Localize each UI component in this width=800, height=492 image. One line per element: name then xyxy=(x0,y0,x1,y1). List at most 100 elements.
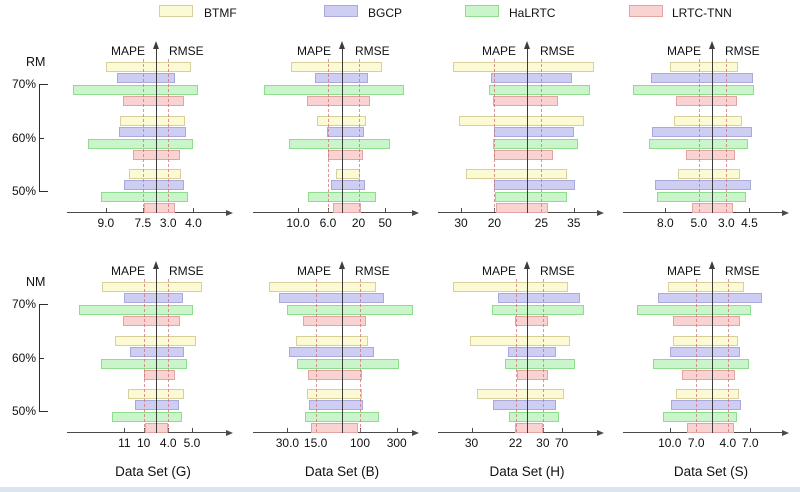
tick-mark xyxy=(665,208,667,212)
tick-label: 11 xyxy=(118,436,131,450)
tick-label: 9.0 xyxy=(97,216,115,230)
rmse-label: RMSE xyxy=(540,264,575,278)
bracket-arm xyxy=(39,84,48,85)
bar-halrtc xyxy=(657,191,746,202)
tick-mark xyxy=(385,208,387,212)
bar-bgcp xyxy=(658,293,763,304)
bracket-arm xyxy=(39,138,44,139)
subplot-nm-h: MAPE RMSE 30 22 30 70 xyxy=(433,261,605,462)
bar-group-70 xyxy=(618,62,790,106)
bar-group-70 xyxy=(248,62,420,106)
tick-label: 20 xyxy=(487,216,502,230)
bar-halrtc xyxy=(263,84,404,95)
bar-group-50 xyxy=(618,389,790,433)
tick-label: 100 xyxy=(349,436,371,450)
dashed-gridline-rmse xyxy=(542,279,544,432)
bar-bgcp xyxy=(117,73,176,84)
bar-btmf xyxy=(119,116,185,126)
tick-label: 5.0 xyxy=(183,436,201,450)
bar-bgcp xyxy=(119,127,187,138)
bar-bgcp xyxy=(309,400,363,411)
bracket-arm xyxy=(39,191,48,192)
center-axis-arrow xyxy=(153,41,159,49)
dashed-gridline-mape xyxy=(494,59,496,212)
tick-label: 30 xyxy=(464,436,479,450)
mape-label: MAPE xyxy=(666,264,701,278)
tick-label: 4.5 xyxy=(741,216,758,230)
subplot-nm-g: MAPE RMSE 11 10 4.0 5.0 xyxy=(62,261,234,462)
legend-label-bgcp: BGCP xyxy=(368,6,403,20)
mape-label: MAPE xyxy=(296,264,331,278)
center-axis-arrow xyxy=(709,261,715,269)
dashed-gridline-rmse xyxy=(541,59,543,212)
bracket-arm xyxy=(39,411,48,412)
bar-btmf xyxy=(669,62,738,72)
bar-btmf xyxy=(317,116,366,126)
dashed-gridline-rmse xyxy=(358,59,360,212)
bar-lrtc-tnn xyxy=(307,369,363,380)
bar-halrtc xyxy=(101,191,188,202)
bar-btmf xyxy=(466,169,567,179)
bar-lrtc-tnn xyxy=(123,95,185,106)
bracket xyxy=(39,304,40,411)
rmse-label: RMSE xyxy=(355,264,390,278)
center-axis-arrow xyxy=(524,261,530,269)
rmse-label: RMSE xyxy=(540,44,575,58)
bar-halrtc xyxy=(662,411,738,422)
mape-label: MAPE xyxy=(110,264,145,278)
row-label-rm: RM xyxy=(26,55,46,69)
tick-label: 15.0 xyxy=(303,436,328,450)
bar-group-60 xyxy=(618,336,790,380)
legend-label-halrtc: HaLRTC xyxy=(509,6,556,20)
bar-bgcp xyxy=(507,347,556,358)
bar-btmf xyxy=(290,62,382,72)
bar-group-50 xyxy=(433,389,605,433)
bracket-arm xyxy=(39,304,48,305)
bar-btmf xyxy=(268,282,376,292)
bar-bgcp xyxy=(124,180,185,191)
rate-label-70-rm: 70% xyxy=(11,77,36,91)
bar-btmf xyxy=(675,389,739,399)
dataset-label-g: Data Set (G) xyxy=(115,464,191,479)
bar-lrtc-tnn xyxy=(675,95,738,106)
subplot-nm-b: MAPE RMSE 30.0 15.0 100 300 xyxy=(248,261,420,462)
bar-halrtc xyxy=(637,304,751,315)
bar-btmf xyxy=(476,389,565,399)
bar-halrtc xyxy=(286,304,414,315)
bar-group-60 xyxy=(248,336,420,380)
bar-bgcp xyxy=(490,73,572,84)
bar-group-50 xyxy=(248,169,420,213)
bar-bgcp xyxy=(492,400,556,411)
bar-btmf xyxy=(459,116,584,126)
bar-btmf xyxy=(114,336,197,346)
x-axis xyxy=(253,212,413,213)
dataset-label-b: Data Set (B) xyxy=(304,464,380,479)
dashed-gridline-mape xyxy=(143,279,145,432)
rmse-label: RMSE xyxy=(355,44,390,58)
bar-halrtc xyxy=(653,358,749,369)
tick-mark xyxy=(669,428,671,432)
center-axis-arrow xyxy=(524,41,530,49)
dashed-gridline-mape xyxy=(315,279,317,432)
bar-btmf xyxy=(453,62,594,72)
legend-swatch-btmf xyxy=(159,5,193,17)
tick-label: 22 xyxy=(508,436,523,450)
bar-bgcp xyxy=(651,73,754,84)
bar-group-50 xyxy=(618,169,790,213)
bar-lrtc-tnn xyxy=(311,422,358,433)
tick-mark xyxy=(561,428,563,432)
tick-mark xyxy=(461,208,462,212)
dashed-gridline-rmse xyxy=(168,279,170,432)
bar-lrtc-tnn xyxy=(122,315,180,326)
tick-label: 300 xyxy=(386,436,407,450)
tick-label: 10.0 xyxy=(286,216,310,230)
tick-label: 7.0 xyxy=(687,436,705,450)
bar-halrtc xyxy=(505,358,575,369)
x-axis-arrow xyxy=(597,209,604,216)
tick-mark xyxy=(105,208,107,212)
bar-group-60 xyxy=(62,336,234,380)
x-axis-arrow xyxy=(412,429,419,436)
dashed-gridline-rmse xyxy=(727,279,729,432)
center-axis-arrow xyxy=(339,261,345,269)
center-axis xyxy=(342,48,343,213)
